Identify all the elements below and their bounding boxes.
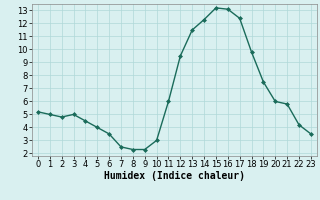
X-axis label: Humidex (Indice chaleur): Humidex (Indice chaleur) [104, 171, 245, 181]
